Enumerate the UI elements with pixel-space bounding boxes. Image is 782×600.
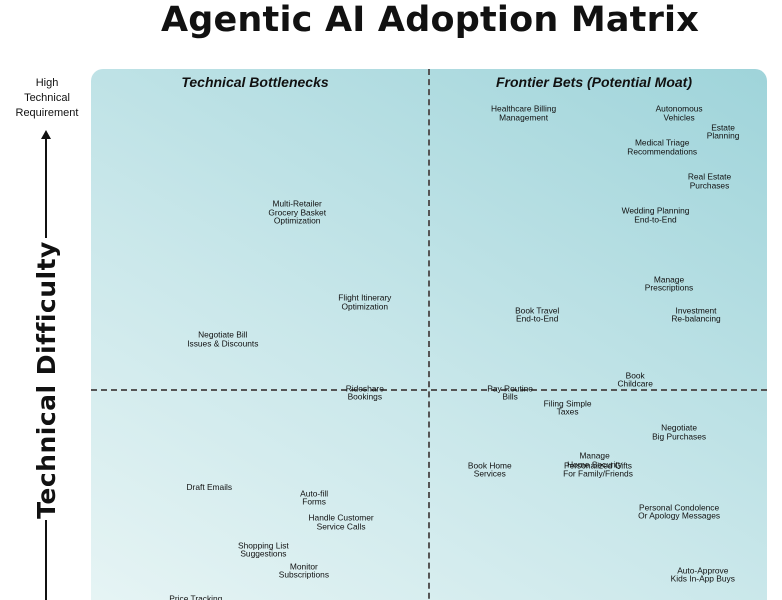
point-label: Rideshare Bookings xyxy=(345,383,384,402)
point-label: Manage Prescriptions xyxy=(644,274,694,293)
y-axis-arrow-line-upper xyxy=(45,138,47,238)
point-label: Shopping List Suggestions xyxy=(238,540,289,559)
matrix-plot-area: Technical Bottlenecks Frontier Bets (Pot… xyxy=(91,69,767,600)
point-label: Wedding Planning End-to-End xyxy=(621,205,690,225)
quadrant-label-top-right: Frontier Bets (Potential Moat) xyxy=(495,74,693,90)
point-label: Flight Itinerary Optimization xyxy=(338,292,392,312)
point-label: Multi-Retailer Grocery Basket Optimizati… xyxy=(268,198,327,226)
point-label: Investment Re-balancing xyxy=(671,305,721,324)
point-label: Manage Home Security xyxy=(567,450,623,470)
point-label: Filing Simple Taxes xyxy=(543,398,592,417)
point-label: Medical Triage Recommendations xyxy=(627,137,698,157)
point-label: Book Travel End-to-End xyxy=(515,305,560,324)
point-label: Book Home Services xyxy=(467,460,512,479)
point-label: Handle Customer Service Calls xyxy=(308,512,374,532)
point-label: Pay Routine Bills xyxy=(487,383,533,402)
point-label: Monitor Subscriptions xyxy=(278,561,330,580)
point-label: Personalized Gifts For Family/Friends xyxy=(563,460,633,479)
y-axis-arrow-line-lower xyxy=(45,520,47,600)
y-axis-arrowhead xyxy=(41,130,51,139)
point-label: Price Tracking Alerts xyxy=(169,593,223,600)
point-label: Autonomous Vehicles xyxy=(655,103,703,123)
quadrant-label-top-left: Technical Bottlenecks xyxy=(181,74,329,90)
point-label: Auto-fill Forms xyxy=(300,488,329,507)
point-label: Book Childcare xyxy=(617,370,653,389)
y-tick-label-high: High Technical Requirement xyxy=(15,77,79,119)
horizontal-quadrant-divider xyxy=(91,389,767,391)
point-label: Real Estate Purchases xyxy=(687,171,732,191)
point-label: Auto-Approve Kids In-App Buys xyxy=(670,565,735,584)
vertical-quadrant-divider xyxy=(428,69,430,600)
point-label: Healthcare Billing Management xyxy=(491,103,557,123)
point-label: Draft Emails xyxy=(186,481,233,492)
chart-title: Agentic AI Adoption Matrix xyxy=(160,0,700,40)
point-label: Estate Planning xyxy=(706,122,740,141)
y-axis-label: Technical Difficulty xyxy=(32,241,61,519)
point-label: Personal Condolence Or Apology Messages xyxy=(638,502,721,521)
point-label: Negotiate Big Purchases xyxy=(652,422,707,442)
point-label: Negotiate Bill Issues & Discounts xyxy=(187,329,259,349)
